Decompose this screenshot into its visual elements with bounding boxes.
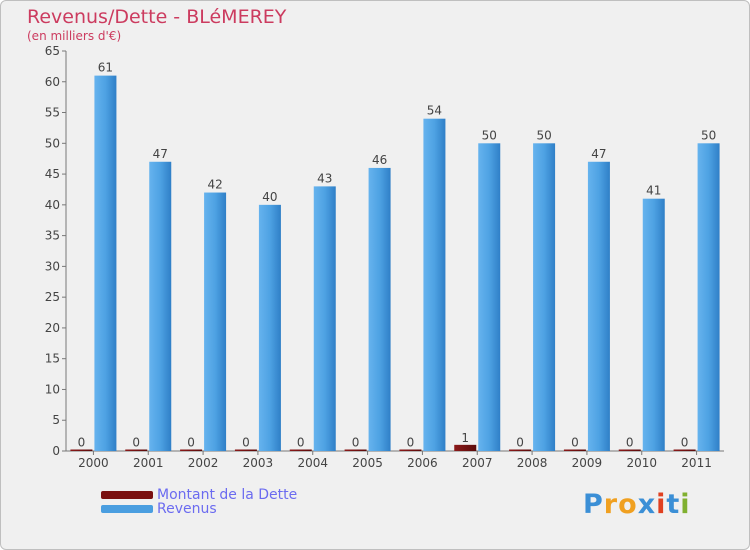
x-tick-label: 2003 xyxy=(243,456,274,470)
x-tick-label: 2006 xyxy=(407,456,438,470)
bar-revenus xyxy=(149,161,172,451)
bar-dette xyxy=(125,449,148,451)
y-tick-label: 40 xyxy=(45,198,60,212)
bar-revenus xyxy=(587,161,610,451)
y-tick-label: 30 xyxy=(45,259,60,273)
bar-dette xyxy=(618,449,641,451)
x-tick-label: 2010 xyxy=(626,456,657,470)
data-labels: 0 61 0 47 0 42 0 40 0 43 0 46 0 54 1 50 0 50 0 47 0 41 0 50 xyxy=(78,61,717,450)
data-label-revenus: 41 xyxy=(646,184,661,198)
bar-dette xyxy=(399,449,422,451)
data-label-revenus: 50 xyxy=(701,128,716,142)
y-tick-label: 55 xyxy=(45,106,60,120)
bar-dette xyxy=(454,444,477,451)
y-tick-label: 50 xyxy=(45,136,60,150)
data-label-revenus: 47 xyxy=(591,147,606,161)
chart-title: Revenus/Dette - BLéMEREY xyxy=(27,6,287,28)
y-tick-label: 35 xyxy=(45,229,60,243)
y-tick-label: 10 xyxy=(45,382,60,396)
logo-letter: x xyxy=(637,489,657,520)
data-label-dette: 0 xyxy=(571,436,579,450)
data-label-revenus: 50 xyxy=(482,128,497,142)
bar-revenus xyxy=(533,143,556,452)
legend-swatch-dette xyxy=(101,491,153,499)
bar-dette xyxy=(344,449,367,451)
bar-revenus xyxy=(697,143,720,452)
data-label-revenus: 50 xyxy=(536,128,551,142)
x-tick-label: 2000 xyxy=(78,456,109,470)
data-label-dette: 0 xyxy=(626,436,634,450)
x-tick-label: 2001 xyxy=(133,456,164,470)
bar-dette xyxy=(289,449,312,451)
data-label-dette: 0 xyxy=(407,436,415,450)
data-label-revenus: 42 xyxy=(207,178,222,192)
y-tick-label: 5 xyxy=(52,413,60,427)
bar-dette xyxy=(673,449,696,451)
logo-letter: r xyxy=(603,489,619,520)
x-tick-label: 2002 xyxy=(188,456,219,470)
logo-letter: o xyxy=(618,489,638,520)
legend-label-revenus: Revenus xyxy=(157,501,217,517)
data-label-revenus: 54 xyxy=(427,104,442,118)
legend-label-dette: Montant de la Dette xyxy=(157,487,298,503)
bars xyxy=(70,75,720,452)
y-tick-label: 0 xyxy=(52,444,60,458)
logo-letter: i xyxy=(680,489,691,520)
bar-dette xyxy=(509,449,532,451)
data-label-dette: 0 xyxy=(78,436,86,450)
y-tick-label: 65 xyxy=(45,44,60,58)
bar-revenus xyxy=(94,75,117,451)
x-tick-label: 2007 xyxy=(462,456,493,470)
data-label-dette: 0 xyxy=(681,436,689,450)
legend-swatch-revenus xyxy=(101,505,153,513)
bar-revenus xyxy=(478,143,501,452)
data-label-revenus: 46 xyxy=(372,153,387,167)
x-tick-label: 2011 xyxy=(681,456,712,470)
data-label-dette: 0 xyxy=(242,436,250,450)
y-tick-label: 25 xyxy=(45,290,60,304)
logo-letter: i xyxy=(656,489,667,520)
bar-dette xyxy=(563,449,586,451)
bar-revenus xyxy=(368,167,391,451)
bar-revenus xyxy=(642,198,665,451)
x-tick-label: 2009 xyxy=(572,456,603,470)
x-tick-label: 2005 xyxy=(352,456,383,470)
bar-dette xyxy=(234,449,257,451)
logo-letter: t xyxy=(666,489,681,520)
bar-dette xyxy=(70,449,93,451)
y-tick-label: 20 xyxy=(45,321,60,335)
data-label-revenus: 47 xyxy=(153,147,168,161)
proxiti-logo: Proxiti xyxy=(583,489,691,520)
data-label-revenus: 61 xyxy=(98,61,113,75)
y-tick-label: 15 xyxy=(45,352,60,366)
data-label-revenus: 40 xyxy=(262,190,277,204)
data-label-revenus: 43 xyxy=(317,171,332,185)
bar-revenus xyxy=(423,118,446,451)
x-tick-label: 2004 xyxy=(297,456,328,470)
bar-revenus xyxy=(204,192,227,452)
data-label-dette: 0 xyxy=(132,436,140,450)
bar-dette xyxy=(180,449,203,451)
bar-revenus xyxy=(258,204,281,451)
data-label-dette: 0 xyxy=(187,436,195,450)
y-tick-label: 60 xyxy=(45,75,60,89)
data-label-dette: 0 xyxy=(297,436,305,450)
chart-subtitle: (en milliers d'€) xyxy=(27,29,122,43)
logo-letter: P xyxy=(583,489,604,520)
bar-revenus xyxy=(313,186,336,451)
data-label-dette: 0 xyxy=(516,436,524,450)
data-label-dette: 0 xyxy=(352,436,360,450)
x-tick-label: 2008 xyxy=(517,456,548,470)
data-label-dette: 1 xyxy=(461,431,469,445)
y-tick-label: 45 xyxy=(45,167,60,181)
